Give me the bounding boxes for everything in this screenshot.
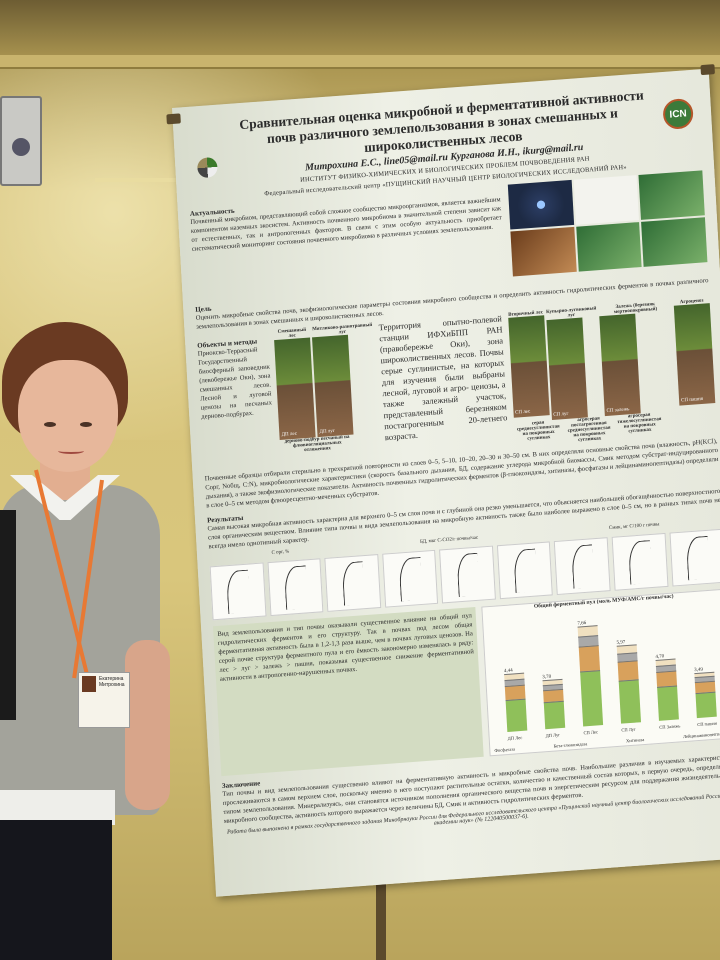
bar-group-label: СП Залежь: [659, 723, 681, 730]
face: [18, 360, 118, 472]
badge-name: Екатерина Митрохина: [99, 676, 125, 688]
photo-tag: СП залежь: [606, 407, 630, 414]
bar-segment: [618, 679, 642, 724]
soil-photo: СП залежь: [599, 313, 641, 417]
methods-text: Приокско-Террасный Государственный биосф…: [197, 346, 273, 421]
eye: [80, 422, 92, 427]
wall-speaker: [0, 96, 42, 186]
chart-label: C орг, %: [271, 549, 290, 556]
photo-caption: серая среднесуглинистая на покровных суг…: [516, 420, 560, 442]
enzyme-text: Вид землепользования и тип почвы оказыва…: [217, 612, 475, 683]
black-pants: [0, 820, 112, 960]
profile-chart: [439, 545, 496, 604]
profile-chart: [381, 549, 439, 608]
mouth: [58, 448, 84, 454]
photo-label: Залежь (березняк мертвопокровный): [613, 302, 658, 316]
bar-group-label: СП Луг: [621, 726, 636, 733]
enzyme-chart: Общий ферментный пул (моль МУФ/АМС/г поч…: [481, 588, 720, 757]
bar-segment: [578, 645, 601, 672]
bar-segment: [657, 685, 679, 721]
profile-chart: [209, 562, 267, 621]
woman-presenter: Екатерина Митрохина: [0, 320, 175, 960]
bar-segment: [580, 670, 604, 727]
photo-caption: агросерая тяжелосуглинистая на покровных…: [617, 412, 662, 435]
shirt-hem: [0, 790, 115, 825]
bar-segment: [617, 660, 639, 682]
poster-clip: [166, 113, 181, 125]
poster: ICN Сравнительная оценка микробной и фер…: [166, 64, 720, 897]
photo-tag: СП лес: [514, 409, 531, 416]
arm: [125, 640, 170, 810]
bar-segment: [543, 700, 566, 730]
profile-chart: [267, 558, 324, 617]
photo-tag: ДП луг: [319, 428, 336, 436]
bar-segment: [695, 691, 717, 719]
soil-photo: СП лес: [507, 315, 550, 418]
profile-chart: [496, 541, 554, 600]
photo-tag: ДП лес: [281, 431, 298, 438]
photo-caption: агросерая постагрогенная среднесуглинист…: [567, 416, 611, 444]
enzyme-bar: 7,66 СП Лес: [577, 621, 604, 735]
legend-item: Фосфатаза: [494, 746, 516, 754]
soil-photo: СП луг: [545, 317, 588, 420]
legend-item: Лейцинаминопептидаза: [682, 730, 720, 740]
bar-segment: [656, 670, 678, 688]
soil-photo: ДП луг: [312, 334, 354, 438]
photo-tag: СП луг: [553, 411, 569, 418]
profile-chart: [668, 528, 720, 587]
enzyme-bar: 4,44 ДП Лес: [504, 668, 528, 741]
enzyme-bar: 5,97 СП Луг: [616, 640, 642, 733]
bar-group-label: СП пашня: [697, 720, 718, 728]
profile-chart: [554, 537, 611, 596]
legend-item: Хитиназа: [625, 737, 645, 744]
bar-segment: [504, 684, 526, 701]
enzyme-bar: 4,70 СП Залежь: [655, 653, 680, 730]
bar-group-label: СП Лес: [583, 729, 599, 736]
name-badge: Екатерина Митрохина: [78, 672, 130, 728]
poster-clip: [700, 64, 715, 76]
soil-photo: ДП лес: [274, 337, 316, 440]
wall-molding: [0, 55, 720, 69]
poster-stand: [376, 880, 386, 960]
photo-tag: СП пашня: [681, 396, 704, 404]
eye: [44, 422, 56, 427]
profile-chart: [611, 532, 669, 591]
speaker-knob: [12, 138, 30, 156]
wall-rail: [95, 178, 185, 182]
territory-text: Территория опытно-полевой станции ИФХиБП…: [378, 313, 508, 443]
chart-label: БД, мкг C-CO2/г почвы/час: [419, 535, 479, 545]
backpack-strap: [0, 510, 16, 720]
center-logo: ICN: [662, 97, 694, 131]
soil-photo: СП пашня: [673, 303, 716, 406]
bar-segment: [505, 698, 528, 733]
enzyme-bar: 3,49 СП пашня: [694, 666, 717, 727]
microbiome-images: [507, 170, 708, 277]
profile-chart: [324, 554, 381, 612]
legend-item: Бета-глюкозидаза: [553, 741, 588, 749]
chart-label: Cмик, мг C/100 г почвы: [608, 522, 660, 532]
bar-group-label: ДП Лес: [507, 734, 523, 742]
badge-photo: [82, 676, 96, 692]
enzyme-bar: 3,78 ДП Луг: [542, 674, 566, 738]
bar-group-label: ДП Луг: [545, 732, 561, 739]
